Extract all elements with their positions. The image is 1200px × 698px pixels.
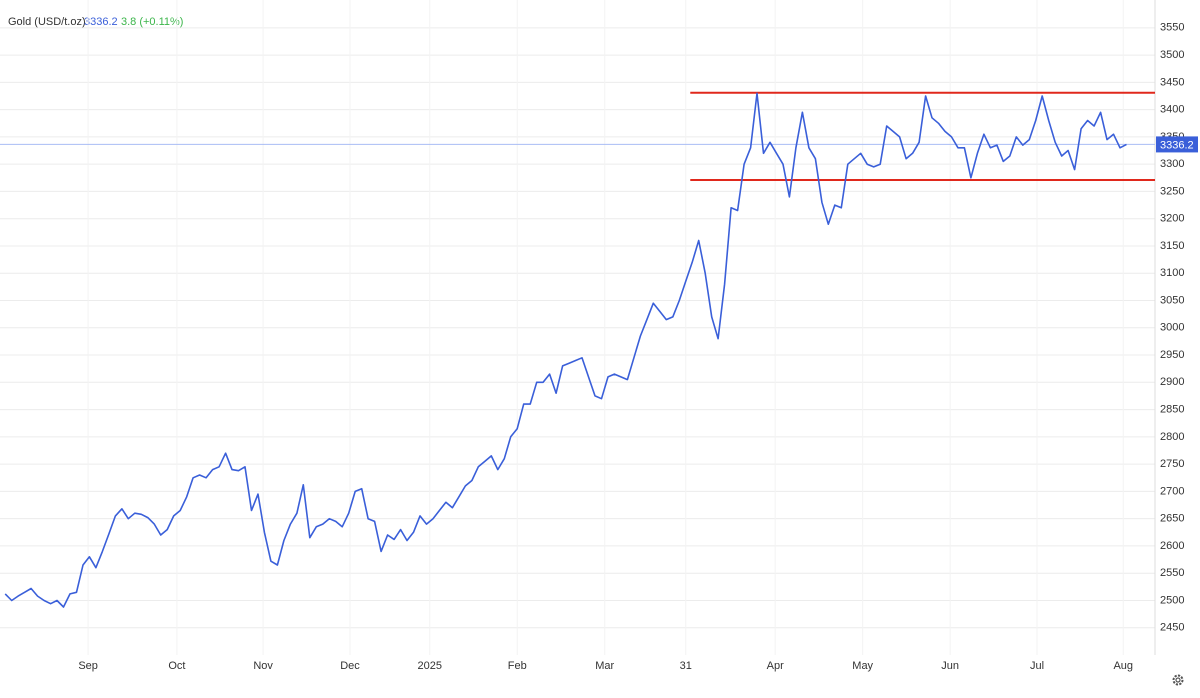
- y-tick-label: 3000: [1160, 322, 1184, 334]
- settings-icon[interactable]: [1172, 674, 1184, 686]
- grid: [0, 0, 1155, 655]
- x-tick-label: 2025: [417, 660, 441, 672]
- y-tick-label: 2650: [1160, 513, 1184, 525]
- y-tick-label: 2850: [1160, 403, 1184, 415]
- last-price-tag-label: 3336.2: [1160, 139, 1194, 151]
- x-tick-label: Jun: [941, 660, 959, 672]
- x-tick-label: Jul: [1030, 660, 1044, 672]
- y-tick-label: 2450: [1160, 622, 1184, 634]
- x-tick-label: Mar: [595, 660, 614, 672]
- y-tick-label: 3250: [1160, 185, 1184, 197]
- x-tick-label: 31: [680, 660, 692, 672]
- y-tick-label: 3450: [1160, 76, 1184, 88]
- y-tick-label: 3500: [1160, 49, 1184, 61]
- price-change: 3.8 (+0.11%): [121, 16, 183, 28]
- x-tick-label: May: [852, 660, 873, 672]
- y-tick-label: 3300: [1160, 158, 1184, 170]
- y-tick-label: 2800: [1160, 431, 1184, 443]
- y-tick-label: 2900: [1160, 376, 1184, 388]
- price-line: [4, 92, 1127, 608]
- x-tick-label: Sep: [78, 660, 98, 672]
- y-tick-label: 3400: [1160, 104, 1184, 116]
- y-tick-label: 2500: [1160, 594, 1184, 606]
- x-tick-label: Dec: [340, 660, 360, 672]
- x-tick-label: Aug: [1113, 660, 1133, 672]
- y-tick-label: 2950: [1160, 349, 1184, 361]
- y-tick-label: 3050: [1160, 294, 1184, 306]
- x-tick-label: Feb: [508, 660, 527, 672]
- y-tick-label: 3550: [1160, 22, 1184, 34]
- x-tick-label: Apr: [767, 660, 784, 672]
- x-tick-label: Nov: [253, 660, 273, 672]
- y-tick-label: 3200: [1160, 213, 1184, 225]
- y-tick-label: 3100: [1160, 267, 1184, 279]
- x-tick-label: Oct: [168, 660, 185, 672]
- y-tick-label: 2750: [1160, 458, 1184, 470]
- y-tick-label: 2700: [1160, 485, 1184, 497]
- last-price-tag: [1156, 136, 1198, 153]
- y-tick-label: 3150: [1160, 240, 1184, 252]
- chart-title: Gold (USD/t.oz): [8, 16, 86, 28]
- last-price: 3336.2: [84, 16, 118, 28]
- y-tick-label: 2600: [1160, 540, 1184, 552]
- y-tick-label: 2550: [1160, 567, 1184, 579]
